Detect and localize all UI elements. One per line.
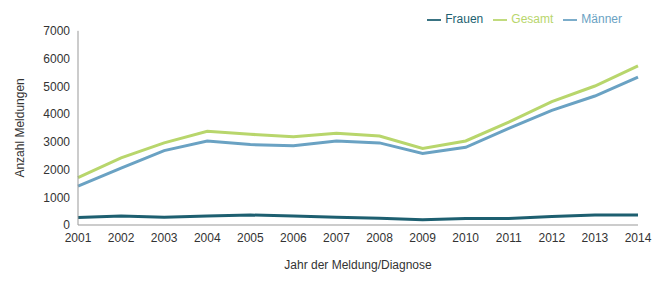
svg-text:2011: 2011 bbox=[496, 231, 522, 245]
svg-text:2008: 2008 bbox=[366, 231, 393, 245]
svg-text:2003: 2003 bbox=[151, 231, 178, 245]
svg-text:7000: 7000 bbox=[43, 24, 70, 38]
svg-text:2012: 2012 bbox=[538, 231, 565, 245]
svg-text:2005: 2005 bbox=[237, 231, 264, 245]
svg-text:2014: 2014 bbox=[625, 231, 652, 245]
svg-text:Anzahl Meldungen: Anzahl Meldungen bbox=[13, 78, 27, 177]
svg-text:2009: 2009 bbox=[409, 231, 436, 245]
svg-text:2001: 2001 bbox=[65, 231, 92, 245]
svg-text:5000: 5000 bbox=[43, 80, 70, 94]
svg-text:6000: 6000 bbox=[43, 52, 70, 66]
svg-text:4000: 4000 bbox=[43, 107, 70, 121]
svg-text:2002: 2002 bbox=[108, 231, 135, 245]
svg-text:2006: 2006 bbox=[280, 231, 307, 245]
svg-text:0: 0 bbox=[63, 218, 70, 232]
svg-text:Jahr der Meldung/Diagnose: Jahr der Meldung/Diagnose bbox=[284, 258, 432, 272]
svg-text:2004: 2004 bbox=[194, 231, 221, 245]
svg-text:2007: 2007 bbox=[323, 231, 350, 245]
html-text:Männer: Männer bbox=[581, 12, 622, 26]
svg-text:1000: 1000 bbox=[43, 191, 70, 205]
svg-text:2000: 2000 bbox=[43, 163, 70, 177]
svg-text:2010: 2010 bbox=[452, 231, 479, 245]
html-text:Frauen: Frauen bbox=[445, 12, 484, 26]
html-text:Gesamt: Gesamt bbox=[511, 12, 554, 26]
svg-text:2013: 2013 bbox=[582, 231, 609, 245]
svg-text:3000: 3000 bbox=[43, 135, 70, 149]
